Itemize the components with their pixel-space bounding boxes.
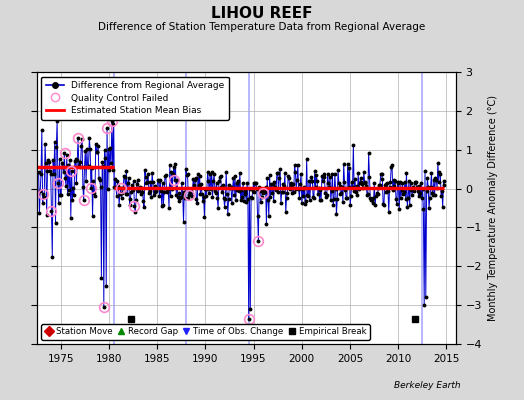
- Text: LIHOU REEF: LIHOU REEF: [211, 6, 313, 21]
- Text: Berkeley Earth: Berkeley Earth: [395, 381, 461, 390]
- Legend: Station Move, Record Gap, Time of Obs. Change, Empirical Break: Station Move, Record Gap, Time of Obs. C…: [41, 324, 370, 340]
- Text: Difference of Station Temperature Data from Regional Average: Difference of Station Temperature Data f…: [99, 22, 425, 32]
- Y-axis label: Monthly Temperature Anomaly Difference (°C): Monthly Temperature Anomaly Difference (…: [488, 95, 498, 321]
